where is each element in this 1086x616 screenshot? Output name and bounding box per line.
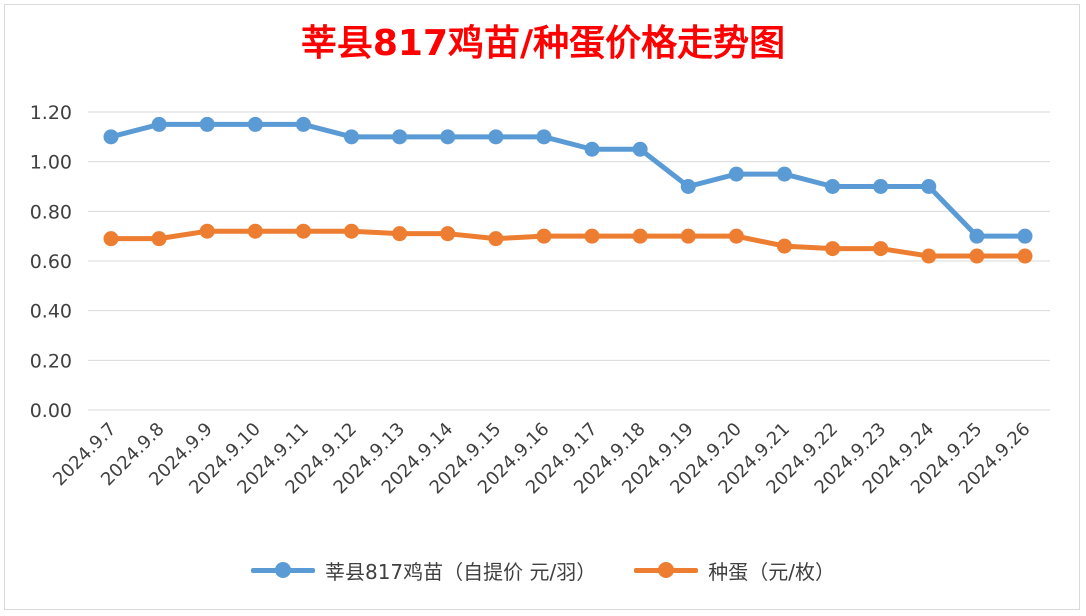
- series-1-point-18: [969, 248, 985, 264]
- y-tick-label-3: 0.60: [30, 251, 72, 273]
- series-1-point-7: [440, 226, 456, 242]
- legend-swatch-chick: [250, 560, 315, 580]
- series-0-point-4: [295, 116, 311, 132]
- series-1-point-10: [584, 228, 600, 244]
- series-1-point-12: [680, 228, 696, 244]
- series-1-point-1: [151, 231, 167, 247]
- legend-item-chick: 莘县817鸡苗（自提价 元/羽）: [250, 556, 597, 585]
- series-0-point-19: [1017, 228, 1033, 244]
- series-0-point-6: [392, 129, 408, 145]
- y-axis-ticks: 0.00 0.20 0.40 0.60 0.80 1.00 1.20: [30, 102, 72, 422]
- series-line-0: [108, 121, 1028, 239]
- series-1-point-8: [488, 231, 504, 247]
- series-1-point-3: [247, 223, 263, 239]
- y-tick-label-6: 1.20: [30, 102, 72, 124]
- series-0-point-14: [776, 166, 792, 182]
- series-0-point-12: [680, 179, 696, 194]
- series-1-point-6: [392, 226, 408, 242]
- chart-title: 莘县817鸡苗/种蛋价格走势图: [300, 23, 786, 64]
- legend-item-egg: 种蛋（元/枚）: [634, 556, 835, 585]
- series-0-point-9: [536, 129, 552, 145]
- series-0-point-5: [344, 129, 360, 145]
- y-tick-label-5: 1.00: [30, 152, 72, 174]
- series-1-point-14: [776, 238, 792, 254]
- chart-legend: 莘县817鸡苗（自提价 元/羽） 种蛋（元/枚）: [0, 552, 1086, 588]
- series-1-point-13: [728, 228, 744, 244]
- series-1-point-0: [103, 231, 119, 247]
- series-1-point-11: [632, 228, 648, 244]
- series-0-point-3: [247, 116, 263, 132]
- x-axis-ticks: 2024.9.72024.9.82024.9.92024.9.102024.9.…: [49, 419, 1035, 499]
- y-tick-label-0: 0.00: [30, 400, 72, 422]
- legend-label-chick: 莘县817鸡苗（自提价 元/羽）: [324, 559, 597, 584]
- series-0-point-8: [488, 129, 504, 145]
- series-0-point-15: [825, 179, 841, 194]
- series-1-point-16: [873, 241, 889, 257]
- series-line-1: [108, 228, 1028, 259]
- chart-frame: [4, 4, 1080, 610]
- series-0-point-11: [632, 141, 648, 157]
- gridlines: [88, 111, 1050, 411]
- series-1-point-5: [344, 223, 360, 239]
- series-0-point-10: [584, 141, 600, 157]
- y-tick-label-2: 0.40: [30, 301, 72, 323]
- series-0-point-17: [921, 179, 937, 194]
- y-tick-label-4: 0.80: [30, 201, 72, 223]
- series-1-point-2: [199, 223, 215, 239]
- series-0-point-0: [103, 129, 119, 145]
- series-0-point-18: [969, 228, 985, 244]
- series-1-point-19: [1017, 248, 1033, 264]
- legend-swatch-egg: [634, 560, 699, 580]
- series-1-point-9: [536, 228, 552, 244]
- series-0-point-13: [728, 166, 744, 182]
- series-0-point-2: [199, 116, 215, 132]
- y-tick-label-1: 0.20: [30, 350, 72, 372]
- series-1-point-17: [921, 248, 937, 264]
- series-lines: [103, 116, 1033, 264]
- series-0-point-1: [151, 116, 167, 132]
- series-1-point-15: [825, 241, 841, 257]
- legend-label-egg: 种蛋（元/枚）: [708, 559, 836, 584]
- series-1-point-4: [295, 223, 311, 239]
- series-0-point-16: [873, 179, 889, 194]
- series-0-point-7: [440, 129, 456, 145]
